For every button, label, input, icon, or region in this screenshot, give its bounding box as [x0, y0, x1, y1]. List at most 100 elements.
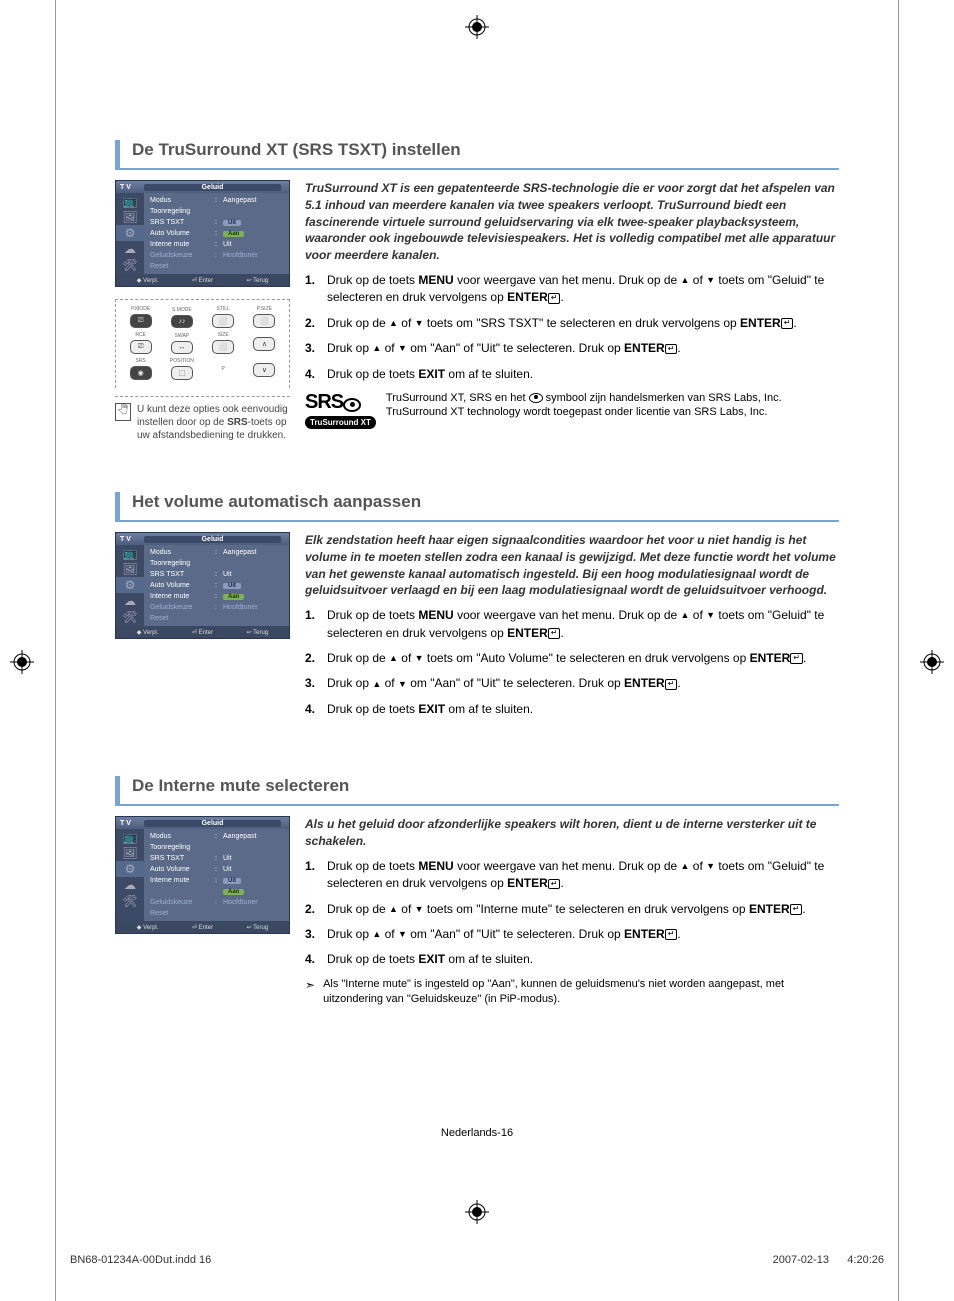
page: De TruSurround XT (SRS TSXT) instellen T… [0, 0, 954, 1301]
enter-icon: ↵ [665, 679, 678, 690]
step-number: 1. [305, 272, 327, 307]
step-item: 1. Druk op de toets MENU voor weergave v… [305, 272, 839, 307]
tvmenu-icon: 🛠 [116, 257, 144, 273]
tvmenu-item-label: Interne mute [150, 241, 215, 248]
section: Het volume automatisch aanpassen T V Gel… [115, 492, 839, 726]
remote-btn-col: S.MODE ♪♪ [167, 307, 197, 328]
tvmenu-tv-label: T V [116, 184, 144, 191]
tvmenu-footer-item: ⏎ Enter [192, 924, 213, 931]
remote-btn-label: P [208, 366, 238, 372]
left-column: T V Geluid 📺🖼⚙☁🛠 Modus : Aangepast Toonr… [115, 180, 290, 442]
srs-logo: SRS TruSurround XT [305, 391, 376, 429]
step-item: 4. Druk op de toets EXIT om af te sluite… [305, 701, 839, 718]
tvmenu-colon: : [215, 219, 223, 226]
down-arrow-icon: ▼ [398, 678, 407, 691]
tv-menu-screenshot: T V Geluid 📺🖼⚙☁🛠 Modus : Aangepast Toonr… [115, 816, 290, 934]
remote-btn-label: P.MODE [126, 306, 156, 312]
section-title: Het volume automatisch aanpassen [115, 492, 839, 522]
tvmenu-item-value: Uit [223, 241, 285, 248]
tvmenu-colon: : [215, 866, 223, 873]
remote-btn-label: SRS [126, 358, 156, 364]
note-text: Als "Interne mute" is ingesteld op "Aan"… [323, 977, 839, 1008]
intro-text: Elk zendstation heeft haar eigen signaal… [305, 532, 839, 599]
up-arrow-icon: ▲ [372, 342, 381, 355]
remote-btn-label: S.MODE [167, 307, 197, 313]
tvmenu-item-value: Aan [223, 230, 285, 237]
up-arrow-icon: ▲ [372, 678, 381, 691]
step-number: 4. [305, 951, 327, 968]
tvmenu-item-label: Reset [150, 263, 215, 270]
remote-btn-col: P [208, 366, 238, 372]
enter-icon: ↵ [665, 344, 678, 355]
down-arrow-icon: ▼ [706, 609, 715, 622]
tvmenu-row: SRS TSXT : Uit [150, 569, 285, 580]
tvmenu-icon: ☁ [116, 241, 144, 257]
tvmenu-colon: : [215, 197, 223, 204]
remote-btn-col: STILL ⬜ [208, 306, 238, 328]
tvmenu-row: Geluidskeuze : Hoofdtuner [150, 250, 285, 261]
right-column: Als u het geluid door afzonderlijke spea… [305, 816, 839, 1007]
remote-btn-label: POSITION [167, 358, 197, 364]
tvmenu-footer-item: ⏎ Enter [192, 277, 213, 284]
tvmenu-row: Geluidskeuze : Hoofdtuner [150, 602, 285, 613]
tvmenu-title: Geluid [144, 820, 281, 827]
tvmenu-icon: 📺 [116, 829, 144, 845]
srs-note-text: TruSurround XT, SRS en het symbool zijn … [386, 391, 839, 420]
tvmenu-title: Geluid [144, 536, 281, 543]
tvmenu-icon: ⚙ [116, 577, 144, 593]
tvmenu-row: Modus : Aangepast [150, 547, 285, 558]
tvmenu-icon: ☁ [116, 593, 144, 609]
crop-mark-right [898, 0, 899, 1301]
srs-logo-subtitle: TruSurround XT [305, 416, 376, 429]
up-arrow-icon: ▲ [389, 903, 398, 916]
down-arrow-icon: ▼ [398, 342, 407, 355]
tvmenu-colon: : [215, 571, 223, 578]
tvmenu-footer-item: ◆ Verpl. [137, 924, 159, 931]
section-body: T V Geluid 📺🖼⚙☁🛠 Modus : Aangepast Toonr… [115, 816, 839, 1007]
remote-button: ⬜ [253, 314, 275, 328]
down-arrow-icon: ▼ [415, 903, 424, 916]
remote-button: ↔ [171, 341, 193, 354]
step-item: 1. Druk op de toets MENU voor weergave v… [305, 607, 839, 642]
tvmenu-item-label: Toonregeling [150, 560, 215, 567]
tvmenu-row: Reset [150, 613, 285, 624]
tvmenu-item-value: Aan [223, 888, 285, 895]
enter-icon: ↵ [548, 293, 561, 304]
step-text: Druk op de toets EXIT om af te sluiten. [327, 951, 839, 968]
print-footer: BN68-01234A-00Dut.indd 16 2007-02-13 4:2… [70, 1254, 884, 1266]
tvmenu-item-value: Hoofdtuner [223, 604, 285, 611]
tvmenu-footer-item: ◆ Verpl. [137, 629, 159, 636]
tvmenu-row: Auto Volume : Uit [150, 864, 285, 875]
tvmenu-item-value: Hoofdtuner [223, 252, 285, 259]
down-arrow-icon: ▼ [415, 317, 424, 330]
tvmenu-colon: : [215, 855, 223, 862]
step-item: 3. Druk op ▲ of ▼ om "Aan" of "Uit" te s… [305, 926, 839, 943]
remote-diagram: P.MODE ⎚ S.MODE ♪♪ STILL ⬜ P.SIZE ⬜ RCE … [115, 299, 290, 388]
tvmenu-item-label: Reset [150, 615, 215, 622]
steps-list: 1. Druk op de toets MENU voor weergave v… [305, 607, 839, 718]
tvmenu-item-label: Geluidskeuze [150, 252, 215, 259]
up-arrow-icon: ▲ [372, 928, 381, 941]
left-column: T V Geluid 📺🖼⚙☁🛠 Modus : Aangepast Toonr… [115, 816, 290, 1007]
tvmenu-item-label: Interne mute [150, 593, 215, 600]
tvmenu-colon: : [215, 230, 223, 237]
tvmenu-colon: : [215, 593, 223, 600]
up-arrow-icon: ▲ [389, 652, 398, 665]
tvmenu-footer: ◆ Verpl.⏎ Enter↩ Terug [116, 921, 289, 933]
tvmenu-sidebar: 📺🖼⚙☁🛠 [116, 193, 144, 274]
enter-icon: ↵ [781, 318, 794, 329]
tvmenu-items: Modus : Aangepast Toonregeling SRS TSXT … [144, 829, 289, 921]
remote-button: ⬜ [212, 340, 234, 354]
step-text: Druk op de toets MENU voor weergave van … [327, 272, 839, 307]
tvmenu-items: Modus : Aangepast Toonregeling SRS TSXT … [144, 193, 289, 274]
tvmenu-header: T V Geluid [116, 181, 289, 193]
steps-list: 1. Druk op de toets MENU voor weergave v… [305, 272, 839, 383]
tvmenu-item-value: Aangepast [223, 197, 285, 204]
tvmenu-body: 📺🖼⚙☁🛠 Modus : Aangepast Toonregeling SRS… [116, 193, 289, 274]
tvmenu-item-label: Reset [150, 910, 215, 917]
remote-row: RCE ⎚ SWAP ↔ SIZE ⬜ ∧ [120, 332, 285, 354]
remote-btn-col: P.MODE ⎚ [126, 306, 156, 328]
enter-icon: ↵ [790, 653, 803, 664]
step-text: Druk op de toets EXIT om af te sluiten. [327, 701, 839, 718]
inline-eye-icon [529, 393, 543, 403]
